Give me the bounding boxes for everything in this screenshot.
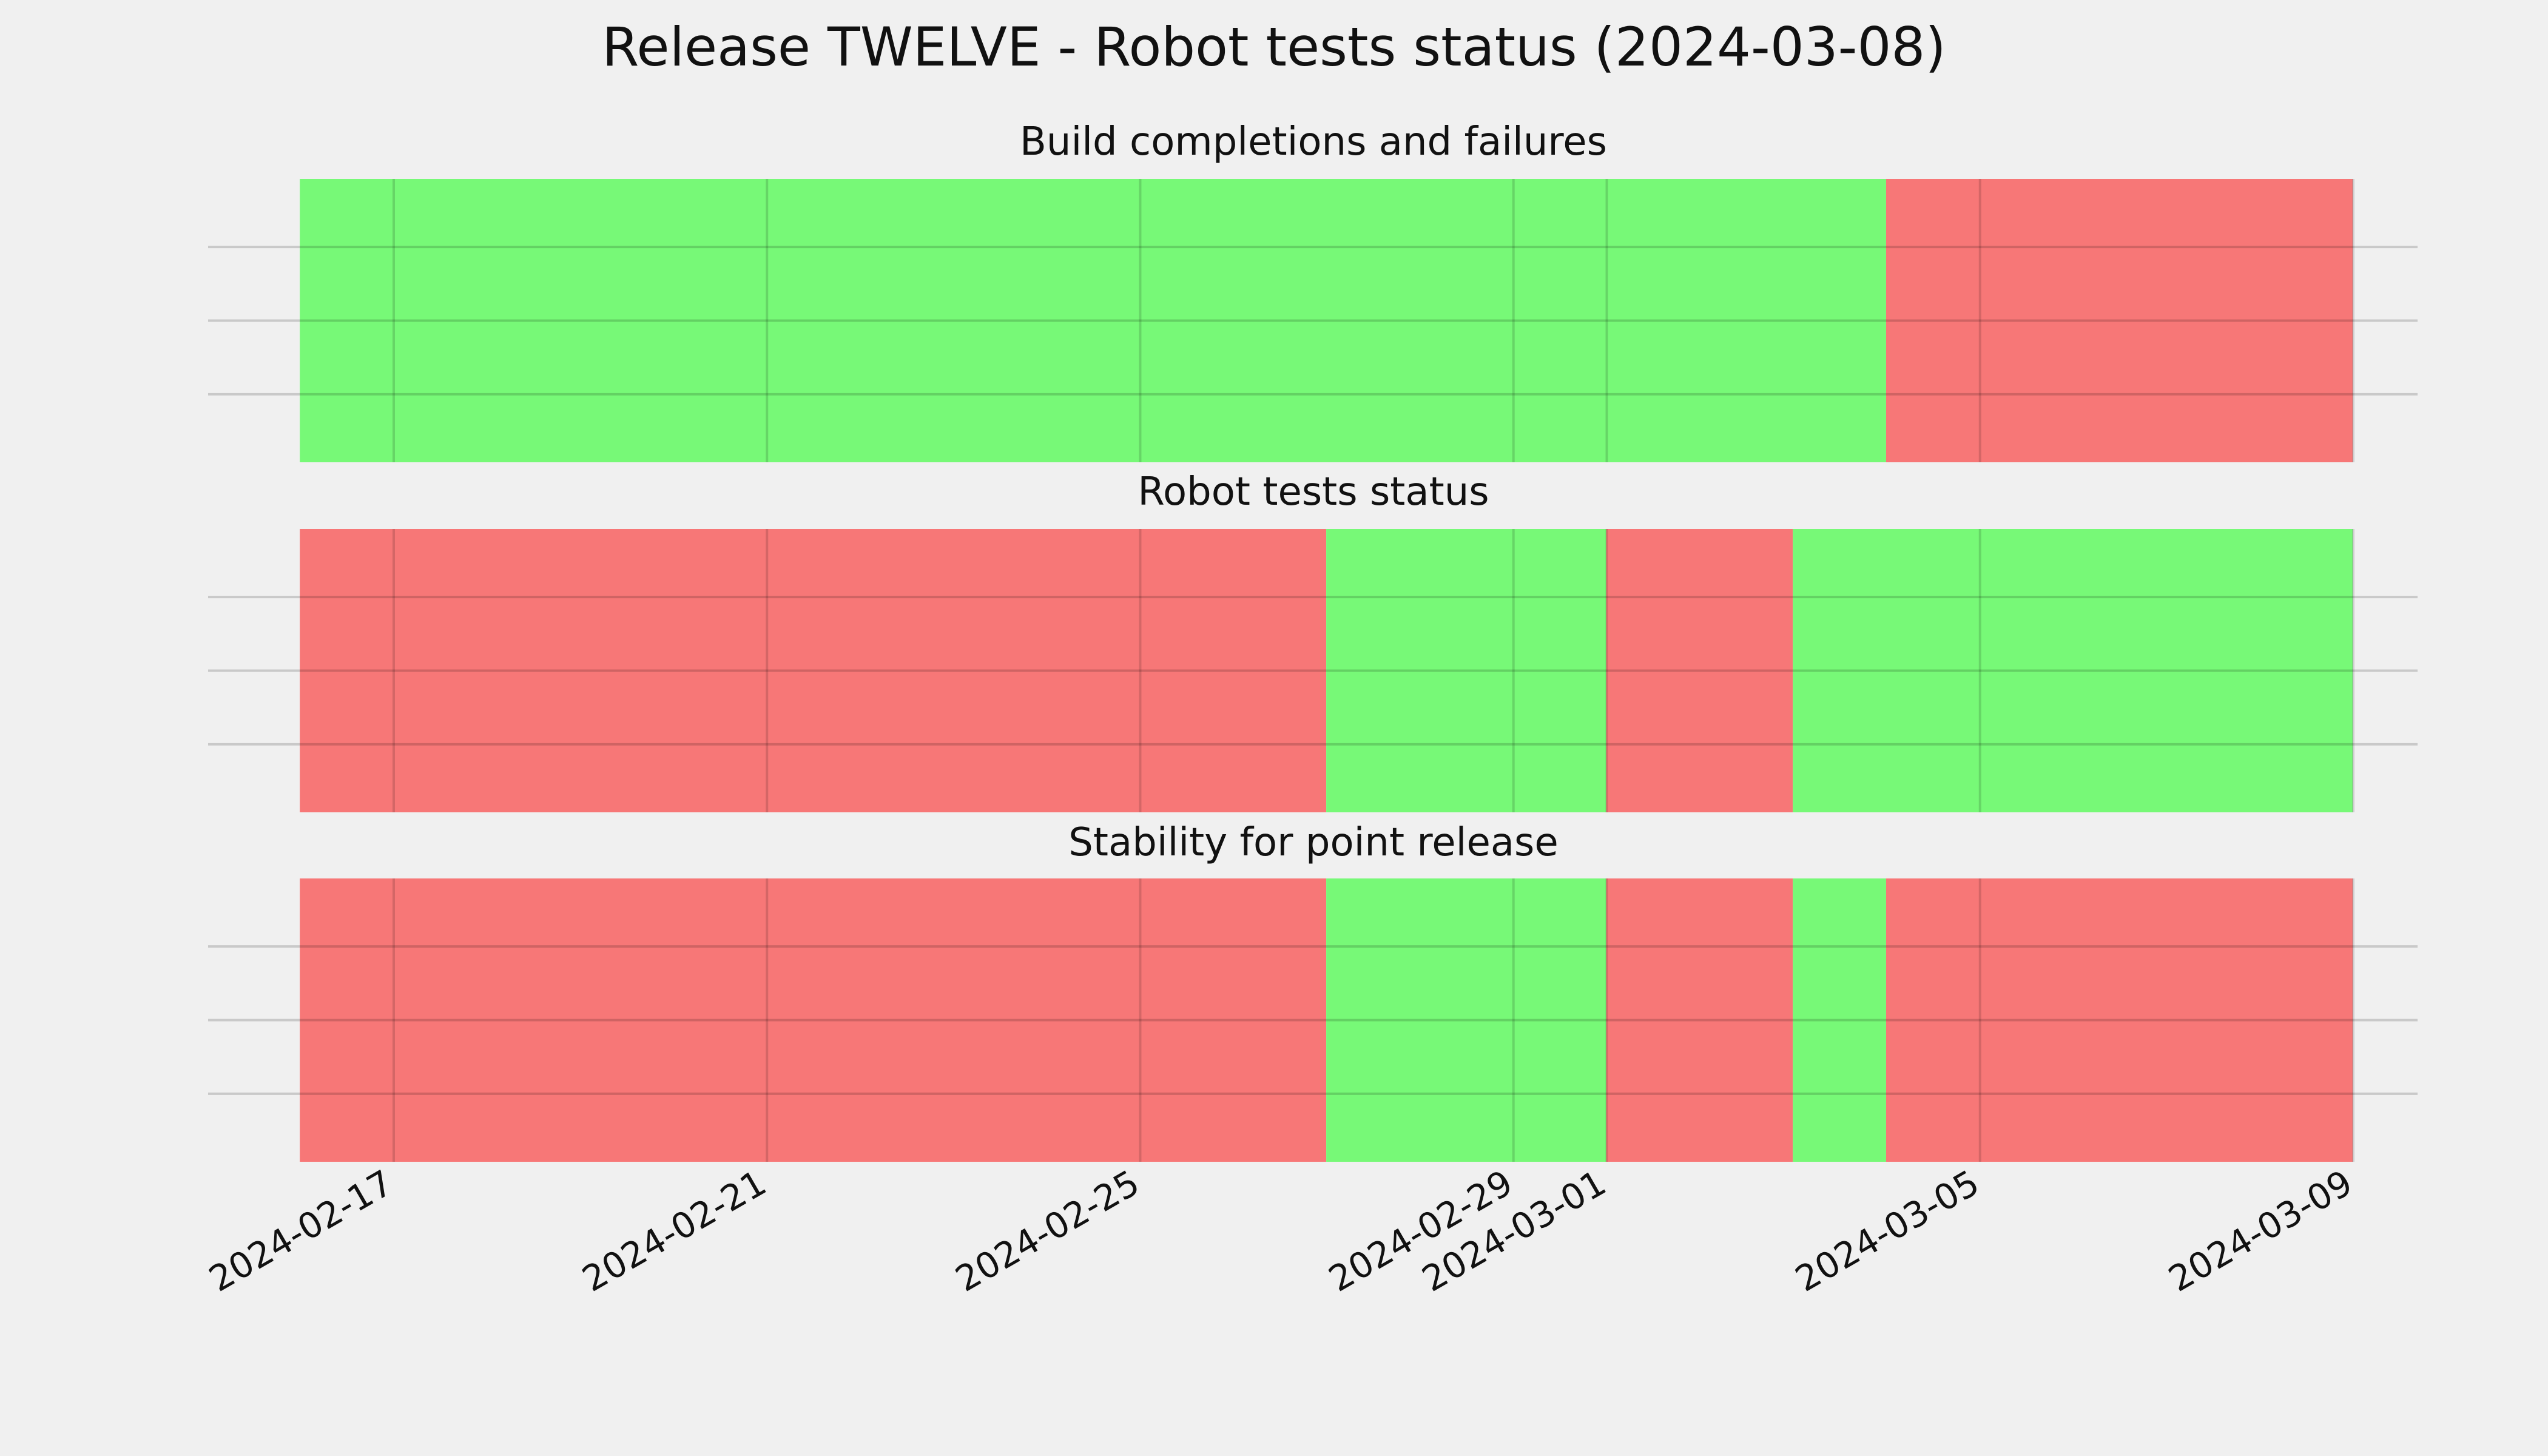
- x-tick-label-2024-02-17: 2024-02-17: [202, 1162, 400, 1299]
- x-tick-label-2024-02-21: 2024-02-21: [575, 1162, 773, 1299]
- panel-title-build: Build completions and failures: [1020, 120, 1607, 164]
- segment-fail-1-2: [1606, 529, 1793, 812]
- segment-pass-2-1: [1326, 878, 1606, 1162]
- panel-title-stability: Stability for point release: [1068, 820, 1559, 865]
- panel-build-grid: [208, 179, 2418, 462]
- panel-build: Build completions and failures: [208, 120, 2418, 462]
- panel-robot-tests-segments: [300, 529, 2353, 812]
- x-axis-tick-labels: 2024-02-17 2024-02-21 2024-02-25 2024-02-29…: [202, 1162, 2359, 1299]
- x-tick-label-2024-02-25: 2024-02-25: [949, 1162, 1147, 1299]
- segment-fail-0-1: [1886, 179, 2353, 462]
- panel-robot-tests: Robot tests status: [208, 470, 2418, 812]
- segment-fail-2-0: [300, 878, 1327, 1162]
- segment-pass-1-3: [1793, 529, 2353, 812]
- panel-stability-segments: [300, 878, 2353, 1162]
- segment-fail-1-0: [300, 529, 1327, 812]
- chart-title: Release TWELVE - Robot tests status (202…: [602, 16, 1946, 78]
- x-tick-label-2024-03-09: 2024-03-09: [2162, 1162, 2359, 1299]
- panel-robot-tests-grid: [208, 529, 2418, 812]
- x-tick-label-2024-03-05: 2024-03-05: [1788, 1162, 1986, 1299]
- segment-pass-2-3: [1793, 878, 1886, 1162]
- segment-pass-1-1: [1326, 529, 1606, 812]
- panel-stability-grid: [208, 878, 2418, 1162]
- segment-pass-0-0: [300, 179, 1886, 462]
- segment-fail-2-2: [1606, 878, 1793, 1162]
- panel-title-robot-tests: Robot tests status: [1138, 470, 1489, 514]
- segment-fail-2-4: [1886, 878, 2353, 1162]
- panel-stability: Stability for point release: [208, 820, 2418, 1162]
- panel-build-segments: [300, 179, 2353, 462]
